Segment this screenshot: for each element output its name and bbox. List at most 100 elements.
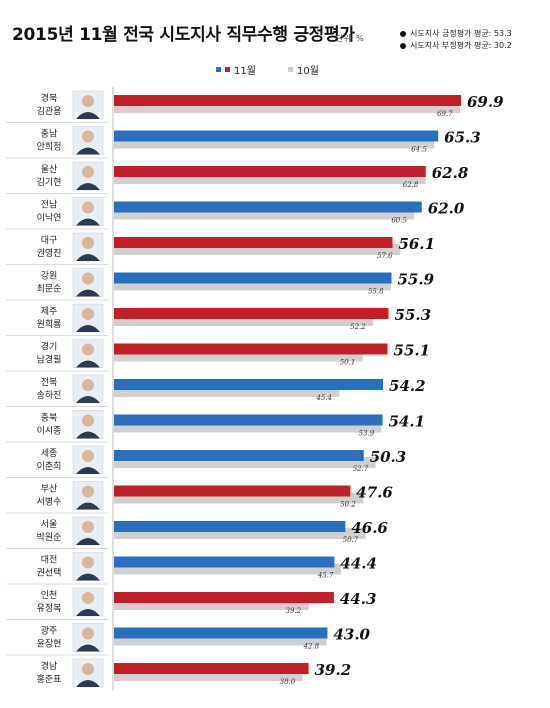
bar-october (114, 457, 376, 468)
value-label-oct: 64.5 (411, 146, 427, 154)
governor-label: 권영진 (37, 247, 62, 259)
region-label: 대전 (41, 555, 58, 566)
governor-label: 서병수 (37, 497, 62, 508)
region-label: 경기 (41, 341, 58, 353)
value-label-oct: 62.8 (403, 181, 419, 189)
value-label-oct: 60.5 (391, 217, 407, 225)
governor-photo (72, 161, 104, 191)
bar-october (114, 634, 327, 646)
bar-november (114, 627, 328, 639)
bar-november (114, 450, 364, 461)
unit-label: 단위: % (336, 34, 364, 43)
positive-average-text: 시도지사 긍정평가 평균: 53.3 (410, 29, 512, 38)
governor-photo (72, 623, 104, 652)
governor-label: 박원순 (37, 532, 62, 543)
bar-november (114, 308, 389, 319)
governor-photo (72, 197, 104, 226)
legend-item-oct: 10월 (288, 62, 319, 77)
value-label-nov: 62.8 (432, 164, 469, 182)
bar-october (114, 350, 363, 362)
bar-october (114, 421, 382, 433)
value-label-oct: 39.2 (286, 607, 302, 615)
governor-photo (72, 339, 104, 368)
bar-october (114, 492, 364, 504)
value-label-oct: 69.7 (437, 110, 453, 118)
value-label-nov: 44.3 (340, 590, 377, 608)
bar-november (114, 485, 351, 497)
governor-label: 안희정 (37, 141, 62, 153)
value-label-oct: 50.7 (343, 536, 359, 544)
region-label: 부산 (41, 484, 58, 495)
governor-photo (72, 445, 104, 475)
bar-october (114, 102, 461, 113)
value-label-nov: 55.9 (398, 271, 435, 289)
bar-october (114, 244, 400, 255)
bar-october (114, 528, 366, 539)
bar-october (114, 137, 435, 149)
value-label-oct: 42.8 (302, 643, 319, 651)
governor-photo (72, 516, 104, 546)
value-label-nov: 65.3 (444, 129, 481, 147)
legend-item-nov: 11월 (216, 62, 256, 77)
governor-label: 김관용 (37, 105, 62, 117)
region-label: 경남 (41, 660, 58, 672)
bar-october (114, 670, 303, 681)
value-label-oct: 50.2 (340, 501, 356, 509)
governor-label: 유정복 (37, 603, 62, 614)
bullet-icon (400, 42, 406, 49)
governor-label: 윤장현 (37, 639, 62, 650)
bar-november (114, 521, 346, 532)
region-label: 제주 (41, 306, 58, 317)
governor-label: 최문순 (37, 284, 62, 295)
bar-october (114, 599, 309, 610)
governor-photo (72, 587, 104, 617)
value-label-nov: 54.2 (389, 377, 426, 395)
governor-photo (72, 90, 104, 120)
value-label-nov: 44.4 (340, 555, 377, 573)
governor-photo (72, 410, 104, 439)
value-label-oct: 45.7 (317, 572, 334, 580)
chart-title: 2015년 11월 전국 시도지사 직무수행 긍정평가 (12, 25, 355, 45)
bar-october (114, 208, 415, 220)
governor-label: 권선택 (37, 567, 62, 579)
governor-label: 이낙연 (37, 213, 62, 224)
governor-photo (72, 481, 104, 510)
governor-label: 원희룡 (37, 318, 62, 330)
governor-photo (72, 126, 104, 155)
governor-label: 김기현 (37, 176, 62, 188)
value-label-oct: 53.9 (359, 430, 375, 438)
region-label: 세종 (41, 448, 58, 459)
value-label-nov: 43.0 (333, 626, 370, 644)
negative-average-text: 시도지사 부정평가 평균: 30.2 (410, 41, 512, 50)
bar-november (114, 201, 422, 213)
value-label-oct: 52.7 (353, 465, 369, 473)
bar-november (114, 130, 439, 142)
value-label-nov: 47.6 (356, 484, 393, 502)
region-label: 경북 (41, 92, 58, 104)
legend-swatch-blue (216, 67, 221, 72)
value-label-nov: 56.1 (398, 235, 435, 253)
value-label-oct: 38.0 (280, 678, 296, 686)
value-label-nov: 46.6 (351, 519, 388, 537)
bar-november (114, 414, 383, 426)
legend-swatch-gray (288, 67, 293, 72)
governor-photo (72, 303, 104, 333)
governor-label: 남경필 (37, 354, 62, 366)
bar-november (114, 237, 393, 248)
bar-october (114, 173, 426, 184)
value-label-nov: 69.9 (467, 93, 504, 111)
legend-label-nov: 11월 (234, 66, 256, 77)
value-label-nov: 55.1 (394, 342, 431, 360)
legend-swatch-red (225, 67, 230, 72)
region-label: 광주 (41, 625, 58, 637)
bar-november (114, 166, 426, 177)
positive-average: 시도지사 긍정평가 평균: 53.3 (400, 28, 512, 39)
governor-photo (72, 552, 104, 581)
governor-photo (72, 268, 104, 297)
bar-october (114, 563, 341, 575)
governor-label: 홍준표 (37, 673, 62, 685)
region-label: 충남 (41, 129, 58, 140)
region-label: 전남 (41, 200, 58, 211)
governor-label: 이시종 (37, 426, 62, 437)
